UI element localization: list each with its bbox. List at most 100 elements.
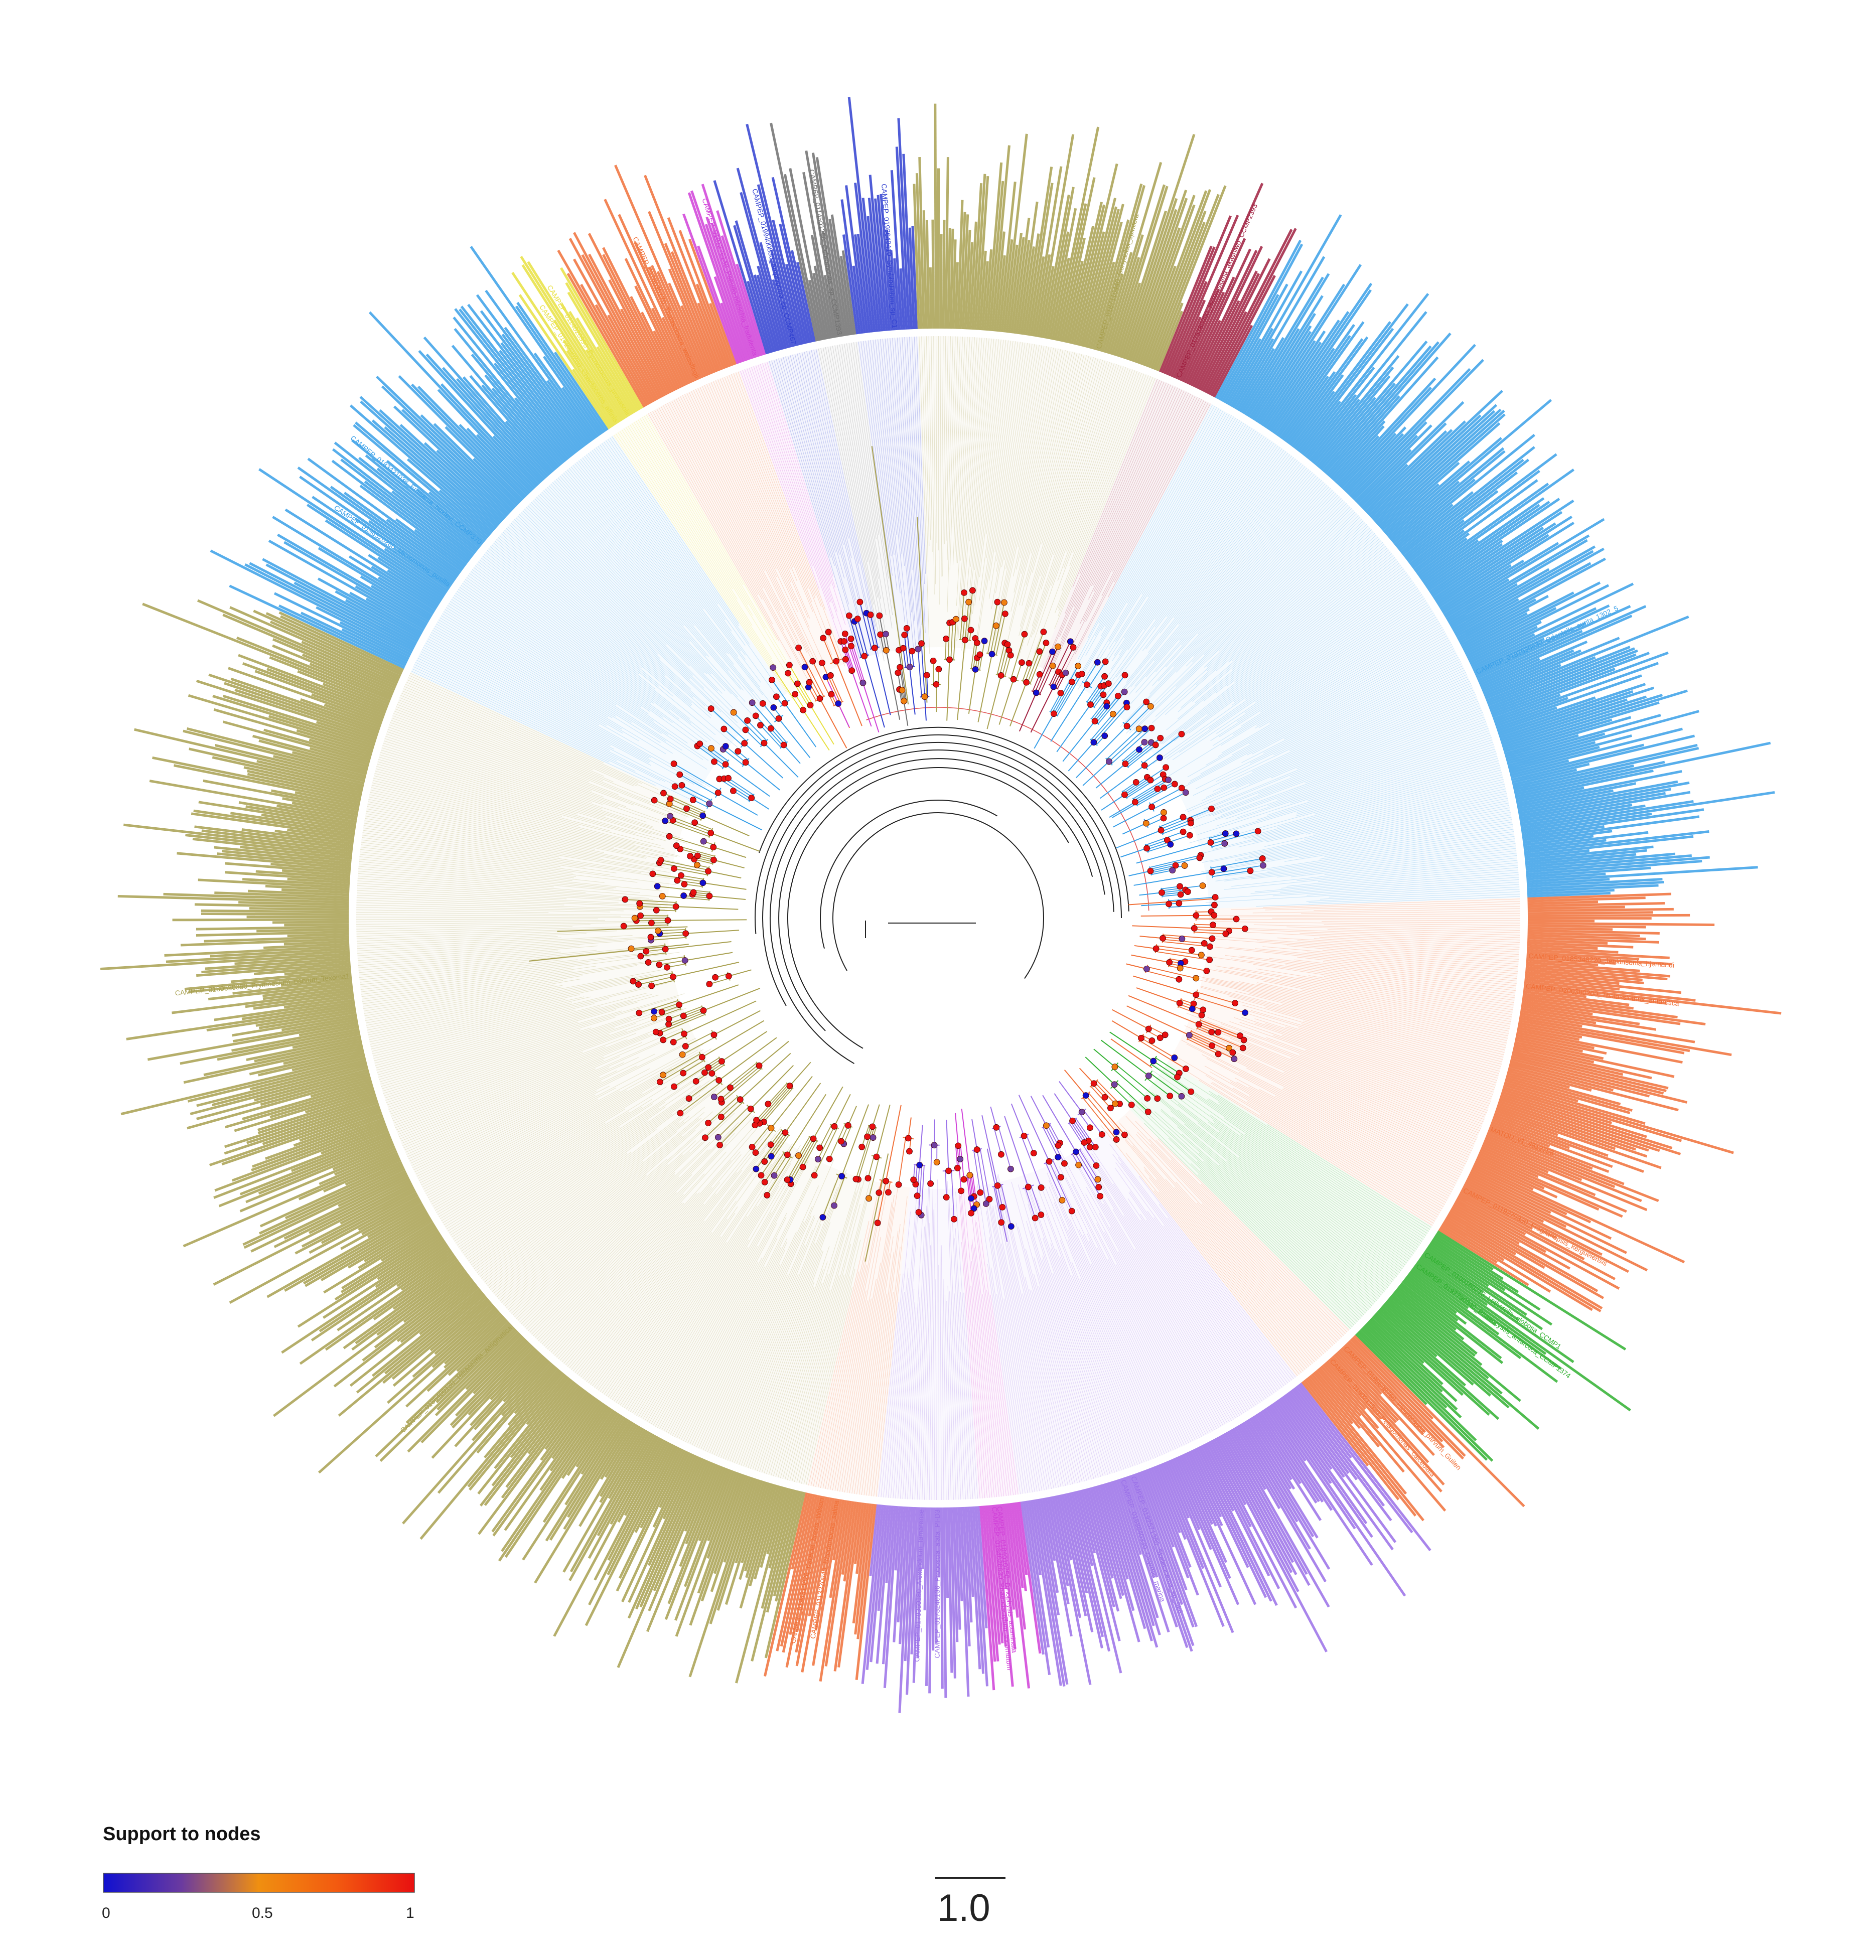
tip-label-mark [828, 219, 849, 336]
tip-branch [357, 883, 619, 899]
child-branch [704, 1061, 722, 1073]
tip-branch [1053, 1273, 1117, 1472]
tip-branch [1290, 1058, 1480, 1133]
tip-branch [865, 340, 898, 590]
tip-label-mark [856, 1503, 875, 1639]
tip-branch [1235, 683, 1471, 788]
tip-label-mark [1011, 1502, 1024, 1588]
tip-label-mark [1221, 283, 1288, 402]
tip-label-mark [653, 1460, 710, 1591]
tip-branch [1042, 1255, 1110, 1474]
tip-branch [1099, 1213, 1217, 1429]
tip-branch [390, 720, 604, 798]
support-node [672, 903, 679, 910]
tip-label-mark [1279, 1397, 1333, 1470]
tip-label-mark [392, 1301, 492, 1387]
tip-label-mark [1293, 321, 1391, 449]
support-node [877, 631, 884, 638]
internal-branch [713, 1010, 761, 1035]
tip-branch [528, 1149, 708, 1331]
child-branch [658, 929, 686, 932]
tip-branch [496, 539, 691, 706]
tip-label-mark [617, 1438, 664, 1523]
tip-label-mark [359, 396, 502, 524]
child-branch [1037, 646, 1059, 694]
tip-label-mark [1523, 830, 1613, 844]
support-node [690, 889, 697, 896]
tip-label-mark [437, 389, 534, 491]
support-node [1180, 828, 1187, 835]
tip-branch [442, 1122, 606, 1224]
tip-label-mark [813, 265, 830, 339]
tip-label-mark [1219, 294, 1279, 401]
tip-label-mark [705, 216, 755, 359]
tip-branch [1216, 596, 1424, 734]
support-node [933, 1159, 940, 1166]
support-node [1083, 681, 1090, 688]
support-node [921, 693, 928, 700]
tip-label-mark [1461, 612, 1528, 649]
support-node [1166, 959, 1173, 966]
tip-label-mark [659, 1450, 688, 1508]
child-branch [844, 649, 853, 671]
tip-label-mark [1025, 167, 1053, 336]
tip-label-mark [1513, 743, 1698, 789]
tip-label-mark [977, 1506, 988, 1628]
tip-branch [1286, 927, 1520, 933]
support-node [710, 1031, 717, 1038]
tip-branch [960, 1292, 973, 1499]
tip-branch [1020, 358, 1096, 627]
tip-branch [1186, 1012, 1482, 1127]
tip-label-mark [1455, 562, 1592, 638]
tip-label-mark [1479, 658, 1540, 686]
tip-label-mark [1094, 1485, 1140, 1642]
tip-label-mark [254, 1037, 362, 1063]
tip-label-mark [1164, 1461, 1190, 1519]
tip-label-mark [683, 1468, 731, 1587]
tip-branch [985, 1198, 1035, 1492]
tip-label-mark [205, 957, 350, 970]
tip-label-mark [956, 200, 964, 329]
tip-label-mark [678, 230, 733, 367]
tip-branch [995, 347, 1052, 629]
support-node [838, 1138, 844, 1145]
tip-branch [886, 1292, 905, 1498]
tip-label-mark [1032, 166, 1063, 337]
tip-branch [403, 1028, 681, 1148]
support-node [1087, 701, 1094, 708]
tip-label-mark [1468, 1174, 1627, 1254]
support-node [1220, 865, 1227, 872]
tip-branch [1137, 1131, 1335, 1344]
tip-label-mark [1417, 483, 1549, 577]
tip-label-mark [1367, 1320, 1443, 1393]
tip-branch [858, 341, 900, 641]
tip-label-mark [1193, 1448, 1267, 1598]
tip-label-mark [172, 989, 354, 1014]
tip-label-mark [746, 123, 802, 346]
tip-label-mark [1514, 1041, 1675, 1078]
tip-label-mark [1080, 1489, 1121, 1641]
tip-label-mark [460, 306, 577, 454]
tip-branch [455, 1102, 665, 1244]
tip-label-mark [1527, 924, 1646, 929]
tip-label-mark [1477, 1155, 1600, 1211]
child-branch [1197, 1028, 1243, 1048]
tip-label-mark [1232, 1428, 1281, 1510]
tip-branch [370, 789, 669, 858]
tip-label-mark [1436, 1230, 1627, 1350]
child-branch [1156, 948, 1202, 956]
tip-branch [455, 592, 703, 760]
tip-branch [498, 1124, 700, 1299]
tip-label-mark [1177, 288, 1220, 380]
tip-label-mark [120, 1054, 365, 1116]
support-node [659, 892, 666, 899]
tip-label-mark [1291, 1388, 1392, 1522]
child-branch [1049, 1123, 1061, 1143]
tip-label-mark [1111, 1480, 1161, 1635]
tip-branch [1110, 1227, 1222, 1427]
support-node [720, 725, 728, 732]
internal-branch [813, 1086, 843, 1139]
tip-label-mark [1338, 386, 1432, 487]
support-node [780, 741, 787, 748]
child-branch [1124, 767, 1167, 795]
